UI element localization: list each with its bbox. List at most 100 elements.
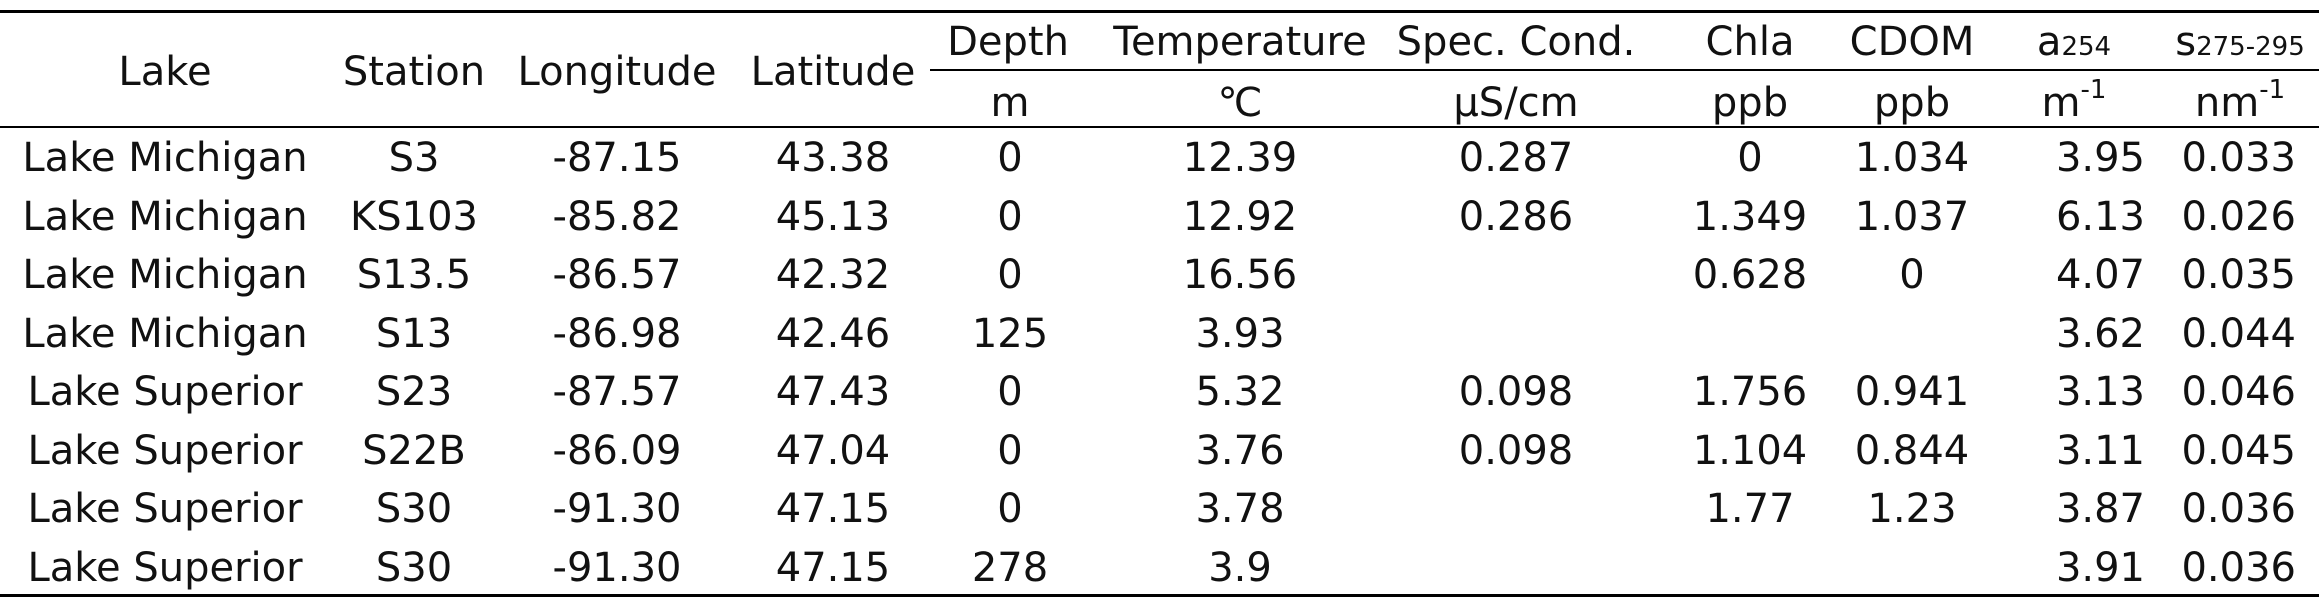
col-header-cdom: CDOM — [1849, 19, 1975, 65]
table-cell-s275: 0.045 — [2181, 427, 2296, 474]
table-cell-depth: 0 — [997, 427, 1023, 474]
col-header-s275-295: s275-295 — [2175, 19, 2305, 65]
table-cell-depth: 278 — [971, 544, 1049, 591]
table-cell-chla: 1.104 — [1692, 427, 1808, 474]
table-cell-station: S30 — [375, 544, 453, 591]
table-cell-cdom: 0 — [1899, 252, 1925, 298]
table-cell-s275: 0.044 — [2181, 310, 2296, 357]
table-cell-depth: 0 — [997, 486, 1023, 532]
table-cell-s275: 0.033 — [2181, 135, 2296, 181]
unit-temperature: ℃ — [1217, 80, 1263, 126]
table-cell-latitude: 45.13 — [775, 193, 891, 240]
table-cell-s275: 0.046 — [2181, 369, 2296, 415]
table-cell-lake: Lake Michigan — [22, 252, 308, 298]
unit-s275-295: nm-1 — [2194, 75, 2286, 126]
table-cell-a254: 3.11 — [2055, 427, 2145, 474]
table-cell-lake: Lake Superior — [27, 369, 303, 415]
table-cell-chla: 0.628 — [1692, 252, 1808, 298]
table-cell-lake: Lake Michigan — [22, 193, 308, 240]
table-cell-station: KS103 — [350, 193, 478, 240]
table-cell-depth: 0 — [997, 369, 1023, 415]
unit-chla: ppb — [1711, 80, 1789, 126]
unit-a254: m-1 — [2041, 75, 2107, 126]
top-rule — [0, 10, 2319, 13]
col-header-spec-cond: Spec. Cond. — [1396, 19, 1636, 65]
table-cell-longitude: -91.30 — [552, 486, 682, 532]
col-header-depth: Depth — [947, 19, 1069, 65]
table-cell-cdom: 1.037 — [1854, 193, 1970, 240]
table-cell-a254: 3.95 — [2055, 135, 2145, 181]
table-cell-depth: 0 — [997, 252, 1023, 298]
table-cell-station: S23 — [375, 369, 453, 415]
unit-cdom: ppb — [1873, 80, 1951, 126]
table-cell-spec-cond: 0.098 — [1458, 369, 1574, 415]
col-header-station: Station — [342, 49, 486, 95]
table-cell-s275: 0.036 — [2181, 486, 2296, 532]
table-cell-longitude: -85.82 — [552, 193, 682, 240]
table-cell-longitude: -86.09 — [552, 427, 682, 474]
table-cell-a254: 6.13 — [2055, 193, 2145, 240]
unit-spec-cond: μS/cm — [1453, 80, 1579, 126]
table-cell-spec-cond: 0.287 — [1458, 135, 1574, 181]
table-cell-temperature: 3.93 — [1195, 310, 1285, 357]
col-header-a254: a254 — [2036, 19, 2112, 65]
table-cell-station: S13 — [375, 310, 453, 357]
table-cell-a254: 3.91 — [2055, 544, 2145, 591]
table-cell-latitude: 43.38 — [775, 135, 891, 181]
table-cell-lake: Lake Superior — [27, 544, 303, 591]
col-header-lake: Lake — [118, 49, 212, 95]
table-cell-s275: 0.026 — [2181, 193, 2296, 240]
table-cell-latitude: 42.32 — [775, 252, 891, 298]
table-cell-latitude: 47.43 — [775, 369, 891, 415]
table-cell-spec-cond: 0.286 — [1458, 193, 1574, 240]
table-cell-spec-cond: 0.098 — [1458, 427, 1574, 474]
table-cell-cdom: 1.23 — [1867, 486, 1957, 532]
col-header-temperature: Temperature — [1113, 19, 1367, 65]
table-cell-lake: Lake Michigan — [22, 310, 308, 357]
table-cell-cdom: 0.941 — [1854, 369, 1970, 415]
table-cell-station: S22B — [362, 427, 466, 474]
table-cell-latitude: 42.46 — [775, 310, 891, 357]
table-cell-a254: 3.13 — [2055, 369, 2145, 415]
table-cell-chla: 1.756 — [1692, 369, 1808, 415]
col-header-longitude: Longitude — [517, 49, 717, 95]
table-cell-s275: 0.036 — [2181, 544, 2296, 591]
table-cell-s275: 0.035 — [2181, 252, 2296, 298]
unit-rule — [930, 69, 2319, 71]
table-cell-temperature: 12.39 — [1182, 135, 1298, 181]
table-cell-temperature: 3.76 — [1195, 427, 1285, 474]
table-cell-longitude: -87.57 — [552, 369, 682, 415]
table-cell-longitude: -86.98 — [552, 310, 682, 357]
table-cell-cdom: 1.034 — [1854, 135, 1970, 181]
table-cell-chla: 1.349 — [1692, 193, 1808, 240]
table-cell-station: S30 — [375, 486, 453, 532]
table-cell-station: S3 — [388, 135, 440, 181]
table-cell-temperature: 16.56 — [1182, 252, 1298, 298]
header-rule — [0, 126, 2319, 128]
col-header-latitude: Latitude — [750, 49, 916, 95]
table-cell-temperature: 12.92 — [1182, 193, 1298, 240]
table-cell-longitude: -86.57 — [552, 252, 682, 298]
table-cell-lake: Lake Superior — [27, 427, 303, 474]
table-cell-longitude: -91.30 — [552, 544, 682, 591]
unit-depth: m — [990, 80, 1030, 126]
table-cell-latitude: 47.04 — [775, 427, 891, 474]
col-header-chla: Chla — [1705, 19, 1795, 65]
table-cell-temperature: 3.9 — [1208, 544, 1272, 591]
table-cell-depth: 125 — [971, 310, 1049, 357]
table-cell-a254: 4.07 — [2055, 252, 2145, 298]
table-cell-cdom: 0.844 — [1854, 427, 1970, 474]
table-cell-a254: 3.87 — [2055, 486, 2145, 532]
table-cell-depth: 0 — [997, 135, 1023, 181]
table-cell-chla: 1.77 — [1705, 486, 1795, 532]
table-cell-latitude: 47.15 — [775, 544, 891, 591]
table-cell-temperature: 3.78 — [1195, 486, 1285, 532]
table-cell-station: S13.5 — [356, 252, 472, 298]
table-cell-lake: Lake Michigan — [22, 135, 308, 181]
table-cell-lake: Lake Superior — [27, 486, 303, 532]
table-cell-a254: 3.62 — [2055, 310, 2145, 357]
table-cell-latitude: 47.15 — [775, 486, 891, 532]
bottom-rule — [0, 594, 2319, 597]
table-cell-longitude: -87.15 — [552, 135, 682, 181]
table-cell-temperature: 5.32 — [1195, 369, 1285, 415]
